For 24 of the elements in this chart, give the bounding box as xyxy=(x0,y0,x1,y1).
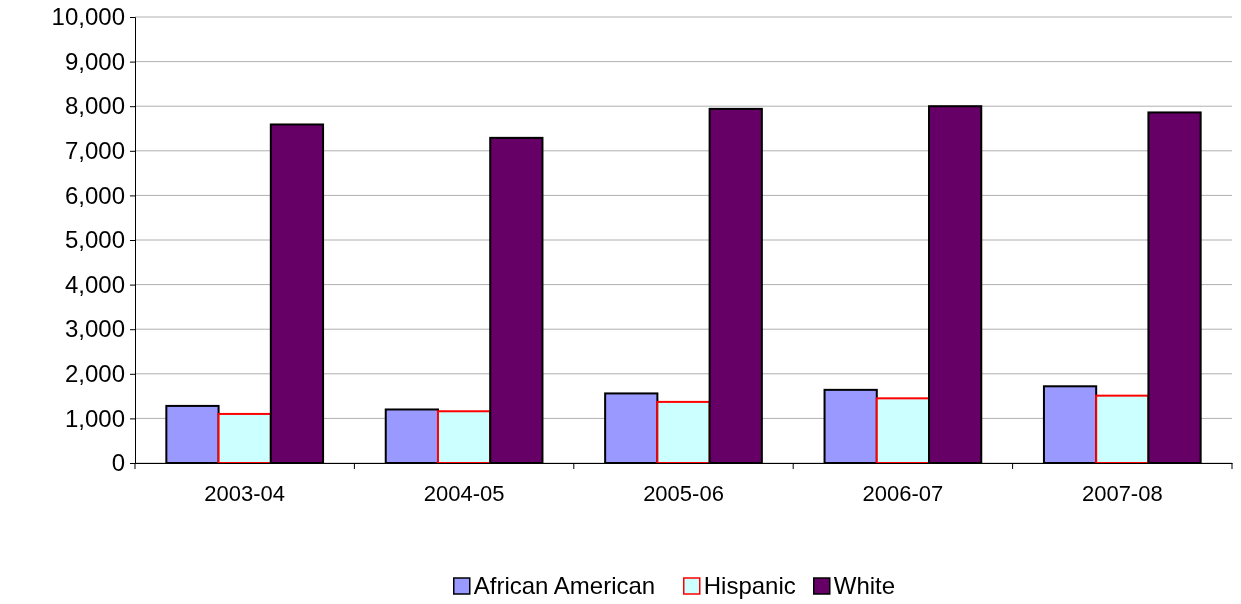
y-tick-label: 0 xyxy=(111,449,125,477)
x-tick-label: 2007-08 xyxy=(1081,481,1163,507)
y-tick-label: 2,000 xyxy=(64,359,125,387)
y-tick-label: 10,000 xyxy=(51,3,125,31)
y-tick-label: 5,000 xyxy=(64,226,125,254)
y-tick-label: 4,000 xyxy=(64,270,125,298)
y-tick-label: 3,000 xyxy=(64,315,125,343)
y-tick-label: 6,000 xyxy=(64,181,125,209)
bar xyxy=(436,410,492,464)
x-tick-label: 2003-04 xyxy=(204,481,286,507)
x-tick-label: 2004-05 xyxy=(423,481,505,507)
bar xyxy=(875,397,931,464)
x-tick-label: 2005-06 xyxy=(643,481,724,507)
y-tick-label: 8,000 xyxy=(64,92,125,120)
y-tick-label: 9,000 xyxy=(64,47,125,75)
legend-label: African American xyxy=(473,572,656,600)
y-tick-label: 1,000 xyxy=(64,404,125,432)
legend-label: Hispanic xyxy=(703,572,796,600)
x-tick-label: 2006-07 xyxy=(862,481,944,507)
bar xyxy=(1095,394,1150,464)
y-tick-label: 7,000 xyxy=(64,136,125,164)
bar xyxy=(656,400,711,464)
legend-label: White xyxy=(833,572,896,600)
bar xyxy=(217,412,272,464)
